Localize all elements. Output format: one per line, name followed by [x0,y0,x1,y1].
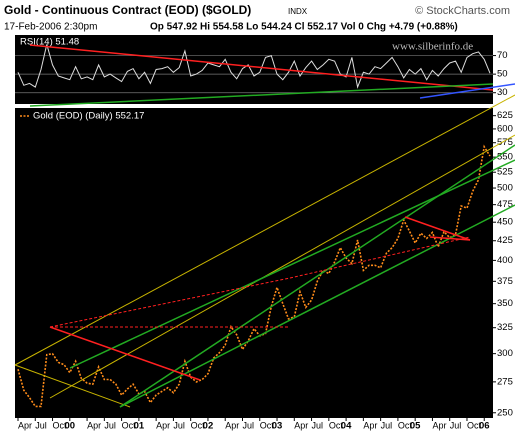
x-tick-label: 01 [134,421,145,432]
rsi-line [17,44,491,89]
x-tick-label: Oct [191,420,206,430]
trend-line [429,236,471,241]
legend-label: Gold (EOD) (Daily) 552.17 [33,111,144,122]
stats: Op 547.92 Hi 554.58 Lo 544.24 Cl 552.17 … [150,22,458,33]
legend-label: RSI(14) 51.48 [20,37,79,48]
x-tick-label: Jul [242,420,254,430]
trend-line [14,364,131,408]
y-tick-label: 500 [497,183,513,194]
x-tick-label: Apr [363,420,377,430]
y-tick-label: 30 [497,87,508,98]
x-tick-label: 02 [203,421,214,432]
y-tick-label: 275 [497,376,513,387]
watermark: www.silberinfo.de [392,41,473,53]
x-tick-label: Oct [260,420,275,430]
trend-line [289,236,471,279]
trend-line [119,144,515,408]
x-tick-label: 03 [272,421,283,432]
trend-line [29,44,494,91]
x-tick-label: Jul [450,420,462,430]
y-tick-label: 70 [497,50,508,61]
x-tick-label: 04 [341,421,352,432]
y-tick-label: 600 [497,123,513,134]
x-tick-label: Oct [329,420,344,430]
y-tick-label: 250 [497,407,513,418]
x-tick-label: Apr [294,420,308,430]
copyright: © StockCharts.com [415,5,510,17]
x-tick-label: 00 [65,421,76,432]
trend-line [419,83,515,99]
x-tick-label: Jul [312,420,324,430]
chart-title: Gold - Continuous Contract (EOD) ($GOLD) [4,3,251,17]
x-tick-label: 05 [410,421,421,432]
trend-line [404,216,471,241]
price-line [17,144,491,408]
y-tick-label: 475 [497,199,513,210]
y-tick-label: 325 [497,322,513,333]
trend-line [49,326,201,381]
x-tick-label: Apr [432,420,446,430]
x-tick-label: Oct [122,420,137,430]
x-tick-label: Oct [467,420,482,430]
date: 17-Feb-2006 2:30pm [4,22,97,33]
x-tick-label: Apr [156,420,170,430]
x-tick-label: Jul [381,420,393,430]
x-tick-label: Oct [398,420,413,430]
trend-line [29,83,494,107]
y-tick-label: 350 [497,298,513,309]
x-tick-label: Oct [53,420,68,430]
x-tick-label: Apr [87,420,101,430]
y-tick-label: 625 [497,110,513,121]
x-tick-label: 06 [479,421,490,432]
y-tick-label: 300 [497,348,513,359]
x-tick-label: Apr [18,420,32,430]
y-tick-label: 50 [497,69,508,80]
x-tick-label: Jul [35,420,47,430]
y-tick-label: 375 [497,276,513,287]
y-tick-label: 575 [497,137,513,148]
x-tick-label: Jul [173,420,185,430]
y-tick-label: 550 [497,152,513,163]
trend-lines [14,44,515,408]
exchange: INDX [288,7,308,16]
x-tick-label: Jul [104,420,116,430]
y-tick-label: 425 [497,235,513,246]
y-tick-label: 525 [497,167,513,178]
y-tick-label: 400 [497,255,513,266]
x-tick-label: Apr [225,420,239,430]
y-tick-label: 450 [497,217,513,228]
trend-line [69,159,515,369]
trend-line [14,94,515,366]
trend-line [49,277,291,328]
price-panel [15,108,493,418]
